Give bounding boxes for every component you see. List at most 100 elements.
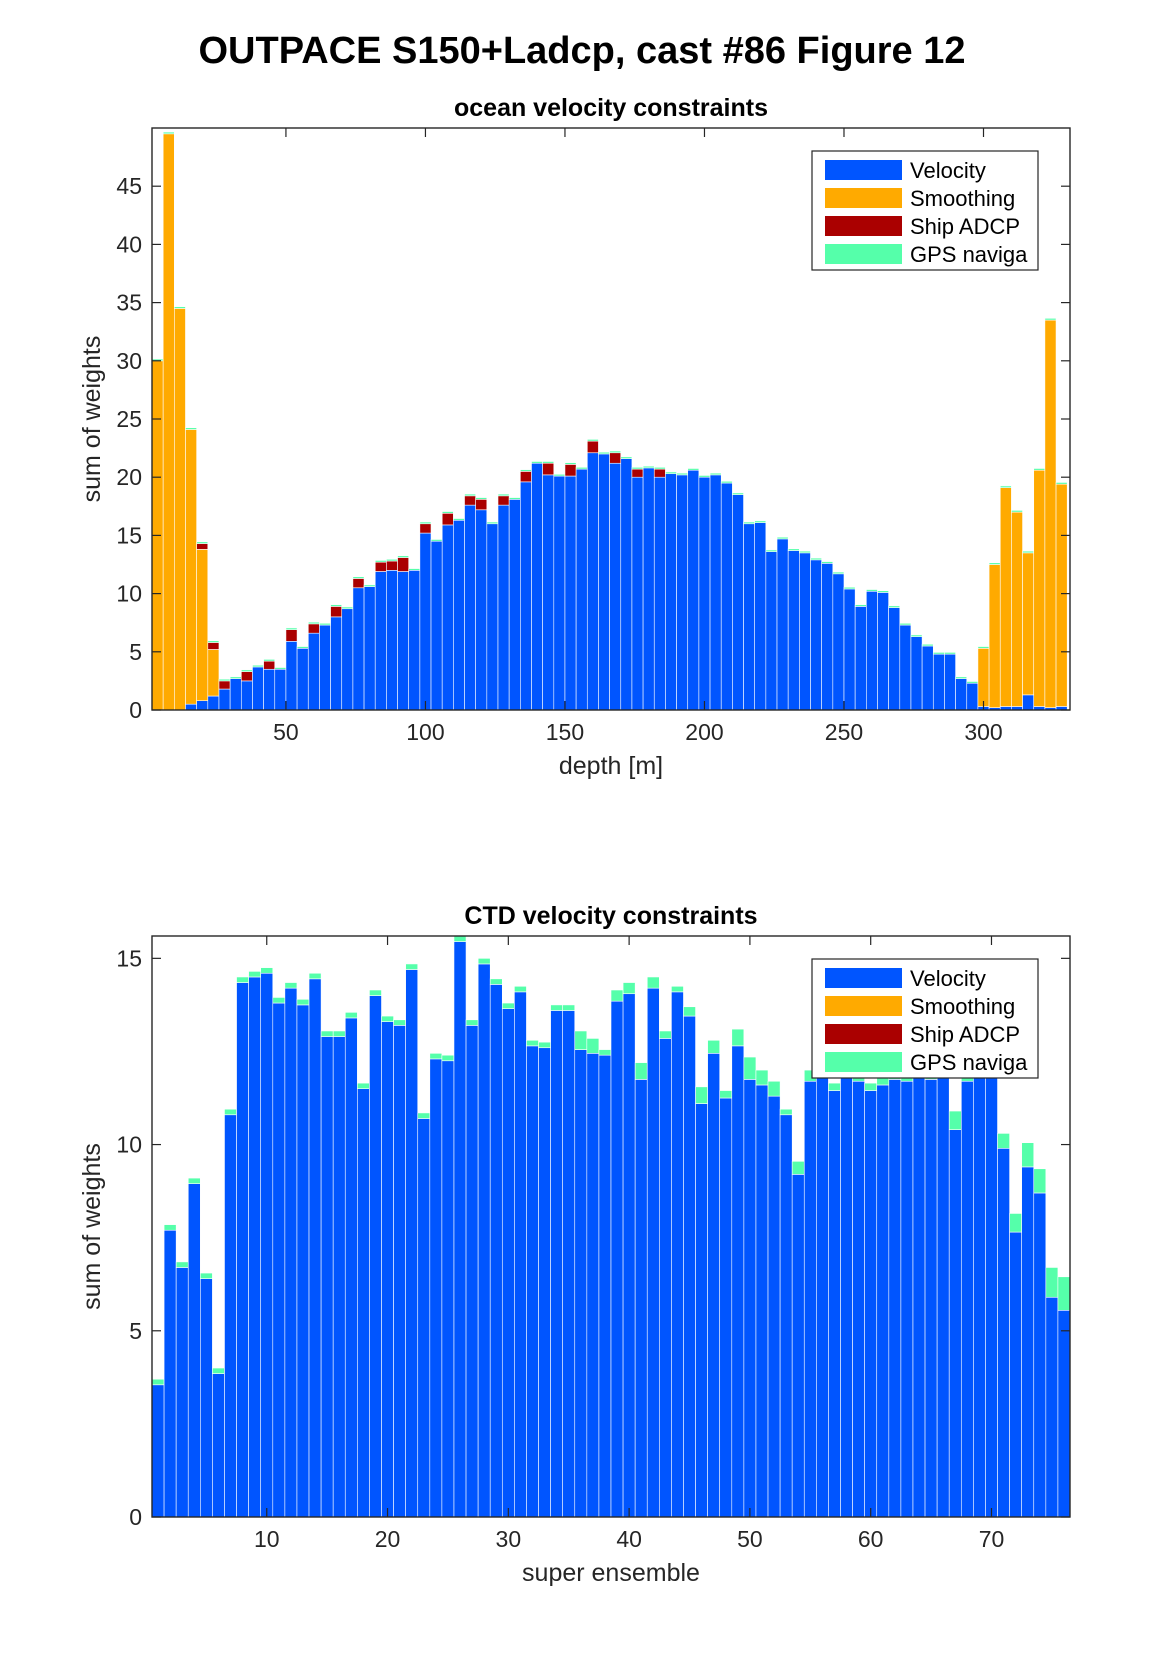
bar-velocity-6 [207,695,220,711]
bar-gps-naviga-54 [743,521,755,525]
bar-ship-adcp-40 [586,440,599,454]
bar-gps-naviga-16 [319,622,331,626]
y-tick-label: 40 [116,231,142,257]
bar-gps-naviga-31 [486,521,499,525]
bar-velocity-9 [248,976,262,1518]
bar-gps-naviga-44 [671,985,684,993]
y-tick-label: 10 [116,1132,142,1158]
bar-velocity-41 [634,1079,648,1518]
bar-velocity-15 [307,632,320,711]
bar-gps-naviga-67 [888,605,901,608]
bar-gps-naviga-75 [977,646,990,649]
bar-velocity-19 [369,995,382,1518]
bar-gps-naviga-16 [332,1030,346,1037]
bar-velocity-71 [932,653,945,711]
x-tick-label: 60 [858,1526,884,1552]
legend: Velocity Smoothing Ship ADCP GPS naviga [811,150,1039,271]
x-tick-label: 250 [825,719,863,745]
legend-swatch-ship-adcp [825,216,902,236]
bar-ship-adcp-5 [196,543,209,550]
bar-gps-naviga-67 [948,1110,962,1130]
bar-gps-naviga-31 [514,985,527,993]
bar-velocity-30 [475,509,488,711]
bar-gps-naviga-65 [866,589,878,592]
bar-velocity-12 [284,987,298,1518]
bar-velocity-50 [698,476,711,711]
bar-velocity-5 [196,700,209,711]
bar-velocity-41 [598,453,610,711]
bar-gps-naviga-55 [754,520,767,523]
bar-velocity-22 [405,969,419,1518]
y-tick-label: 25 [116,406,142,432]
x-tick-label: 50 [273,719,299,745]
bar-gps-naviga-19 [369,989,382,996]
bar-velocity-61 [876,1084,890,1518]
bar-ship-adcp-44 [631,468,644,478]
bar-velocity-2 [163,1229,177,1518]
bar-gps-naviga-9 [248,971,262,978]
bar-velocity-57 [828,1090,841,1518]
bar-velocity-69 [910,636,923,711]
bar-gps-naviga-6 [212,1367,225,1374]
bar-gps-naviga-18 [357,1082,370,1089]
bar-velocity-47 [665,473,677,711]
x-tick-label: 300 [964,719,1002,745]
bar-velocity-22 [386,570,398,711]
bar-velocity-34 [520,481,532,711]
bar-velocity-7 [218,688,231,711]
bar-gps-naviga-33 [538,1041,551,1049]
bar-velocity-17 [344,1017,358,1518]
bar-gps-naviga-11 [272,997,286,1004]
y-tick-label: 15 [116,945,142,971]
bar-gps-naviga-71 [997,1133,1010,1149]
bar-gps-naviga-1 [151,1378,165,1386]
bar-gps-naviga-77 [999,485,1012,488]
bar-velocity-26 [430,540,443,711]
bar-velocity-24 [429,1058,443,1518]
bar-velocity-26 [453,941,467,1518]
bar-velocity-43 [659,1038,672,1518]
bar-velocity-67 [948,1129,962,1518]
bar-gps-naviga-26 [430,539,443,542]
bar-velocity-9 [240,680,253,711]
bar-gps-naviga-74 [1033,1168,1047,1194]
bar-gps-naviga-79 [1022,550,1035,554]
x-axis-label: depth [m] [559,752,663,780]
bar-smoothing-77 [999,487,1012,707]
bar-gps-naviga-41 [598,451,610,455]
bar-velocity-48 [719,1097,733,1518]
x-tick-label: 50 [737,1526,763,1552]
bar-velocity-21 [393,1025,406,1518]
bar-gps-naviga-7 [224,1108,237,1116]
bar-velocity-28 [453,519,465,711]
bar-gps-naviga-54 [791,1161,805,1175]
bar-ship-adcp-15 [307,623,320,634]
bar-ship-adcp-21 [374,561,387,572]
bar-velocity-51 [755,1084,769,1518]
bar-velocity-43 [620,458,633,711]
bar-gps-naviga-51 [755,1069,769,1086]
x-tick-label: 200 [685,719,723,745]
bar-gps-naviga-81 [1044,318,1057,321]
bar-velocity-14 [296,648,309,711]
y-tick-label: 5 [129,639,142,665]
bar-velocity-55 [803,1080,817,1518]
bar-gps-naviga-75 [1045,1267,1059,1298]
bar-velocity-45 [683,1015,696,1518]
bar-velocity-39 [575,468,588,711]
bar-gps-naviga-27 [465,1019,479,1026]
bar-gps-naviga-49 [687,468,700,471]
bar-velocity-20 [363,586,376,711]
bar-velocity-58 [840,1077,853,1518]
bar-velocity-53 [779,1114,793,1518]
bar-velocity-60 [864,1090,878,1518]
bar-gps-naviga-53 [732,492,744,495]
bar-ship-adcp-17 [330,606,343,618]
bar-gps-naviga-14 [296,646,309,649]
bar-gps-naviga-57 [776,536,789,540]
bar-gps-naviga-2 [163,1224,177,1231]
bar-smoothing-5 [196,549,209,701]
bar-gps-naviga-24 [429,1053,443,1060]
bar-ship-adcp-38 [564,464,577,477]
